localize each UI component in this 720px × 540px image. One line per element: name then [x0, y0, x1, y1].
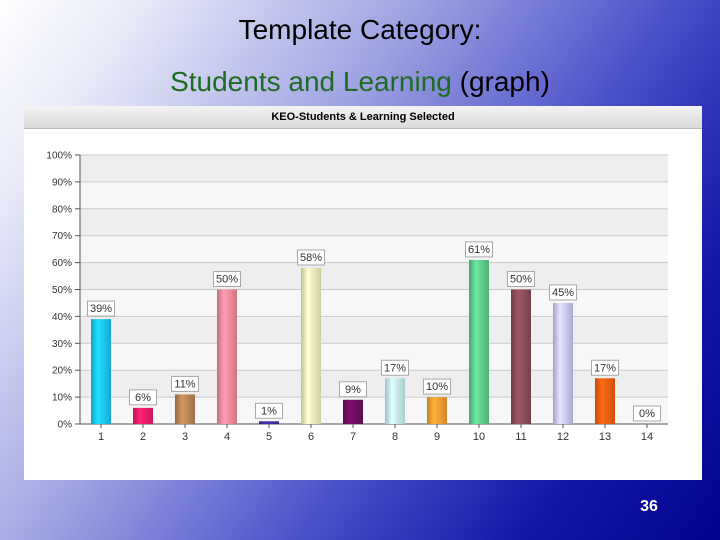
chart-panel: KEO-Students & Learning Selected 0% 10% 20… [24, 106, 702, 480]
page-number: 36 [640, 498, 658, 515]
subtitle-suffix: (graph) [459, 66, 550, 97]
bar [91, 319, 111, 424]
bar [511, 289, 531, 424]
subtitle-category: Students and Learning [170, 66, 452, 97]
x-tick-label: 4 [224, 431, 230, 443]
bar [427, 397, 447, 424]
bar [343, 399, 363, 424]
y-tick-label: 10% [52, 393, 72, 404]
x-tick-label: 3 [182, 431, 188, 443]
data-label-box [465, 241, 493, 258]
data-label: 6% [135, 392, 151, 404]
data-label: 9% [345, 384, 361, 396]
bar-chart: 0%10%20%30%40%50%60%70%80%90%100%39%16%2… [46, 151, 668, 443]
bar [133, 407, 153, 424]
grid-band [80, 262, 668, 290]
data-label-box [87, 300, 115, 317]
x-tick-label: 11 [515, 431, 526, 443]
data-label: 58% [300, 252, 322, 264]
y-tick-label: 60% [52, 258, 72, 269]
bar [385, 378, 405, 424]
data-label-box [297, 249, 325, 266]
data-label: 61% [468, 244, 490, 256]
data-label: 0% [639, 408, 655, 420]
data-label: 10% [426, 381, 448, 393]
x-tick-label: 9 [434, 431, 440, 443]
x-tick-label: 14 [641, 431, 653, 443]
bar [469, 259, 489, 424]
x-tick-label: 13 [599, 431, 611, 443]
data-label: 1% [261, 405, 277, 417]
data-label-box [381, 359, 409, 376]
data-label-box [549, 284, 577, 301]
data-label: 50% [216, 274, 238, 286]
grid-band [80, 343, 668, 371]
bar [595, 378, 615, 424]
grid-band [80, 235, 668, 263]
bar [175, 394, 195, 424]
data-label-box [255, 402, 283, 419]
slide-title: Template Category: [238, 14, 482, 45]
bar [553, 302, 573, 424]
y-tick-label: 0% [58, 420, 73, 431]
data-label-box [213, 271, 241, 287]
grid-band [80, 397, 668, 424]
y-tick-label: 100% [46, 151, 72, 162]
grid-band [80, 289, 668, 317]
y-tick-label: 80% [52, 204, 72, 215]
data-label-box [129, 389, 157, 406]
grid-band [80, 316, 668, 344]
data-label: 17% [384, 362, 406, 374]
x-tick-label: 8 [392, 431, 398, 443]
y-tick-label: 40% [52, 312, 72, 323]
y-tick-label: 50% [52, 285, 72, 296]
grid-band [80, 181, 668, 209]
data-label: 45% [552, 287, 574, 299]
data-label: 17% [594, 362, 616, 374]
x-tick-label: 2 [140, 431, 146, 443]
y-tick-label: 70% [52, 231, 72, 242]
y-tick-label: 30% [52, 339, 72, 350]
data-label-box [171, 375, 199, 392]
bar [217, 289, 237, 424]
x-tick-label: 1 [98, 431, 104, 443]
data-label-box [633, 405, 661, 422]
chart-title: KEO-Students & Learning Selected [24, 106, 702, 129]
data-label: 50% [510, 274, 532, 286]
y-tick-label: 20% [52, 366, 72, 377]
bar [259, 421, 279, 424]
data-label: 11% [174, 378, 195, 390]
grid-band [80, 370, 668, 398]
data-label-box [423, 378, 451, 395]
x-tick-label: 5 [266, 431, 272, 443]
data-label: 39% [90, 303, 112, 315]
slide-subtitle: Students and Learning (graph) [0, 66, 720, 98]
data-label-box [591, 359, 619, 376]
data-label-box [507, 271, 535, 287]
grid-band [80, 208, 668, 236]
data-label-box [339, 381, 367, 398]
bar [301, 267, 321, 424]
x-tick-label: 7 [350, 431, 356, 443]
grid-band [80, 155, 668, 182]
y-tick-label: 90% [52, 177, 72, 188]
x-tick-label: 10 [473, 431, 485, 443]
x-tick-label: 12 [557, 431, 569, 443]
x-tick-label: 6 [308, 431, 314, 443]
